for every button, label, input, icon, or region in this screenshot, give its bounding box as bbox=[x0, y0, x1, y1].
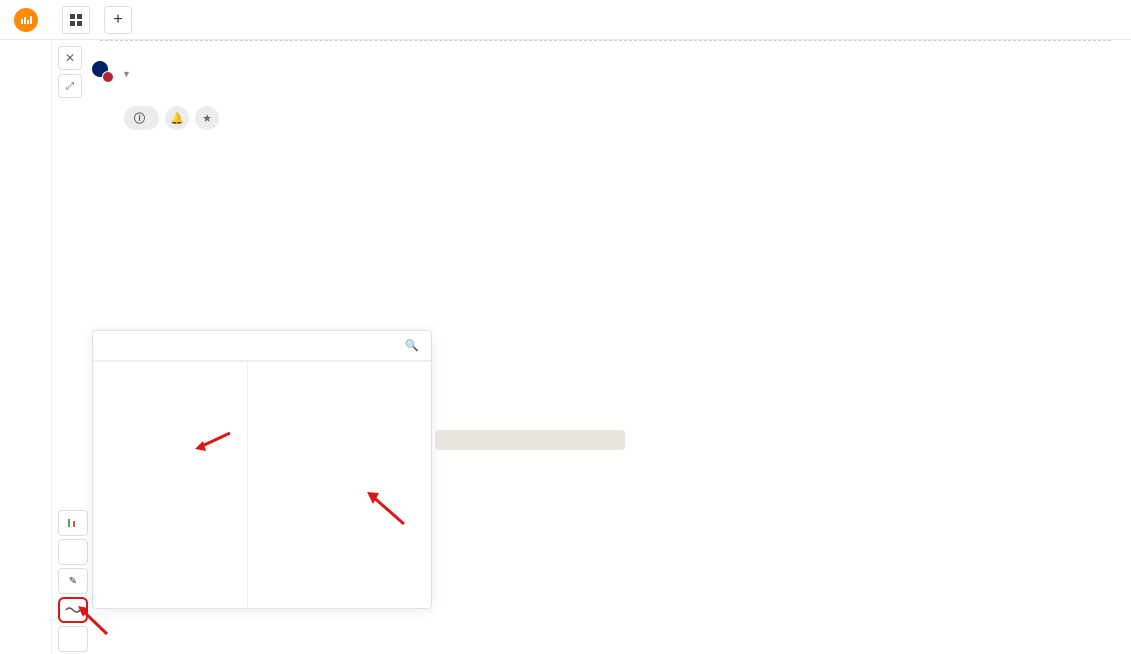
logo-mark-icon bbox=[14, 8, 38, 32]
left-sidebar bbox=[0, 40, 52, 654]
pair-flags-icon bbox=[92, 61, 114, 83]
price-line bbox=[100, 40, 1111, 41]
chart-analysis-panel: 🔍 bbox=[92, 330, 432, 609]
indicator-tooltip bbox=[435, 430, 625, 450]
grid-button[interactable] bbox=[62, 6, 90, 34]
add-tab-button[interactable]: + bbox=[104, 6, 132, 34]
logo[interactable] bbox=[0, 8, 58, 32]
star-button[interactable]: ★ bbox=[195, 106, 219, 130]
collapse-button[interactable]: ⤢ bbox=[58, 74, 82, 98]
indicators-button[interactable] bbox=[58, 597, 88, 623]
info-button[interactable]: ⓘ bbox=[124, 106, 159, 130]
indicators-column bbox=[248, 362, 431, 608]
draw-button[interactable]: ✎ bbox=[58, 568, 88, 594]
topbar: + bbox=[0, 0, 1131, 40]
chart-header: ✕ ⤢ ▼ bbox=[58, 46, 131, 98]
chart-type-button[interactable] bbox=[58, 510, 88, 536]
close-chart-button[interactable]: ✕ bbox=[58, 46, 82, 70]
chart-toolbar: ✎ bbox=[58, 510, 88, 652]
timeframe-15m-button[interactable] bbox=[58, 626, 88, 652]
timeframe-1m-button[interactable] bbox=[58, 539, 88, 565]
search-icon[interactable]: 🔍 bbox=[405, 339, 419, 352]
bell-button[interactable]: 🔔 bbox=[165, 106, 189, 130]
categories-column bbox=[93, 362, 248, 608]
